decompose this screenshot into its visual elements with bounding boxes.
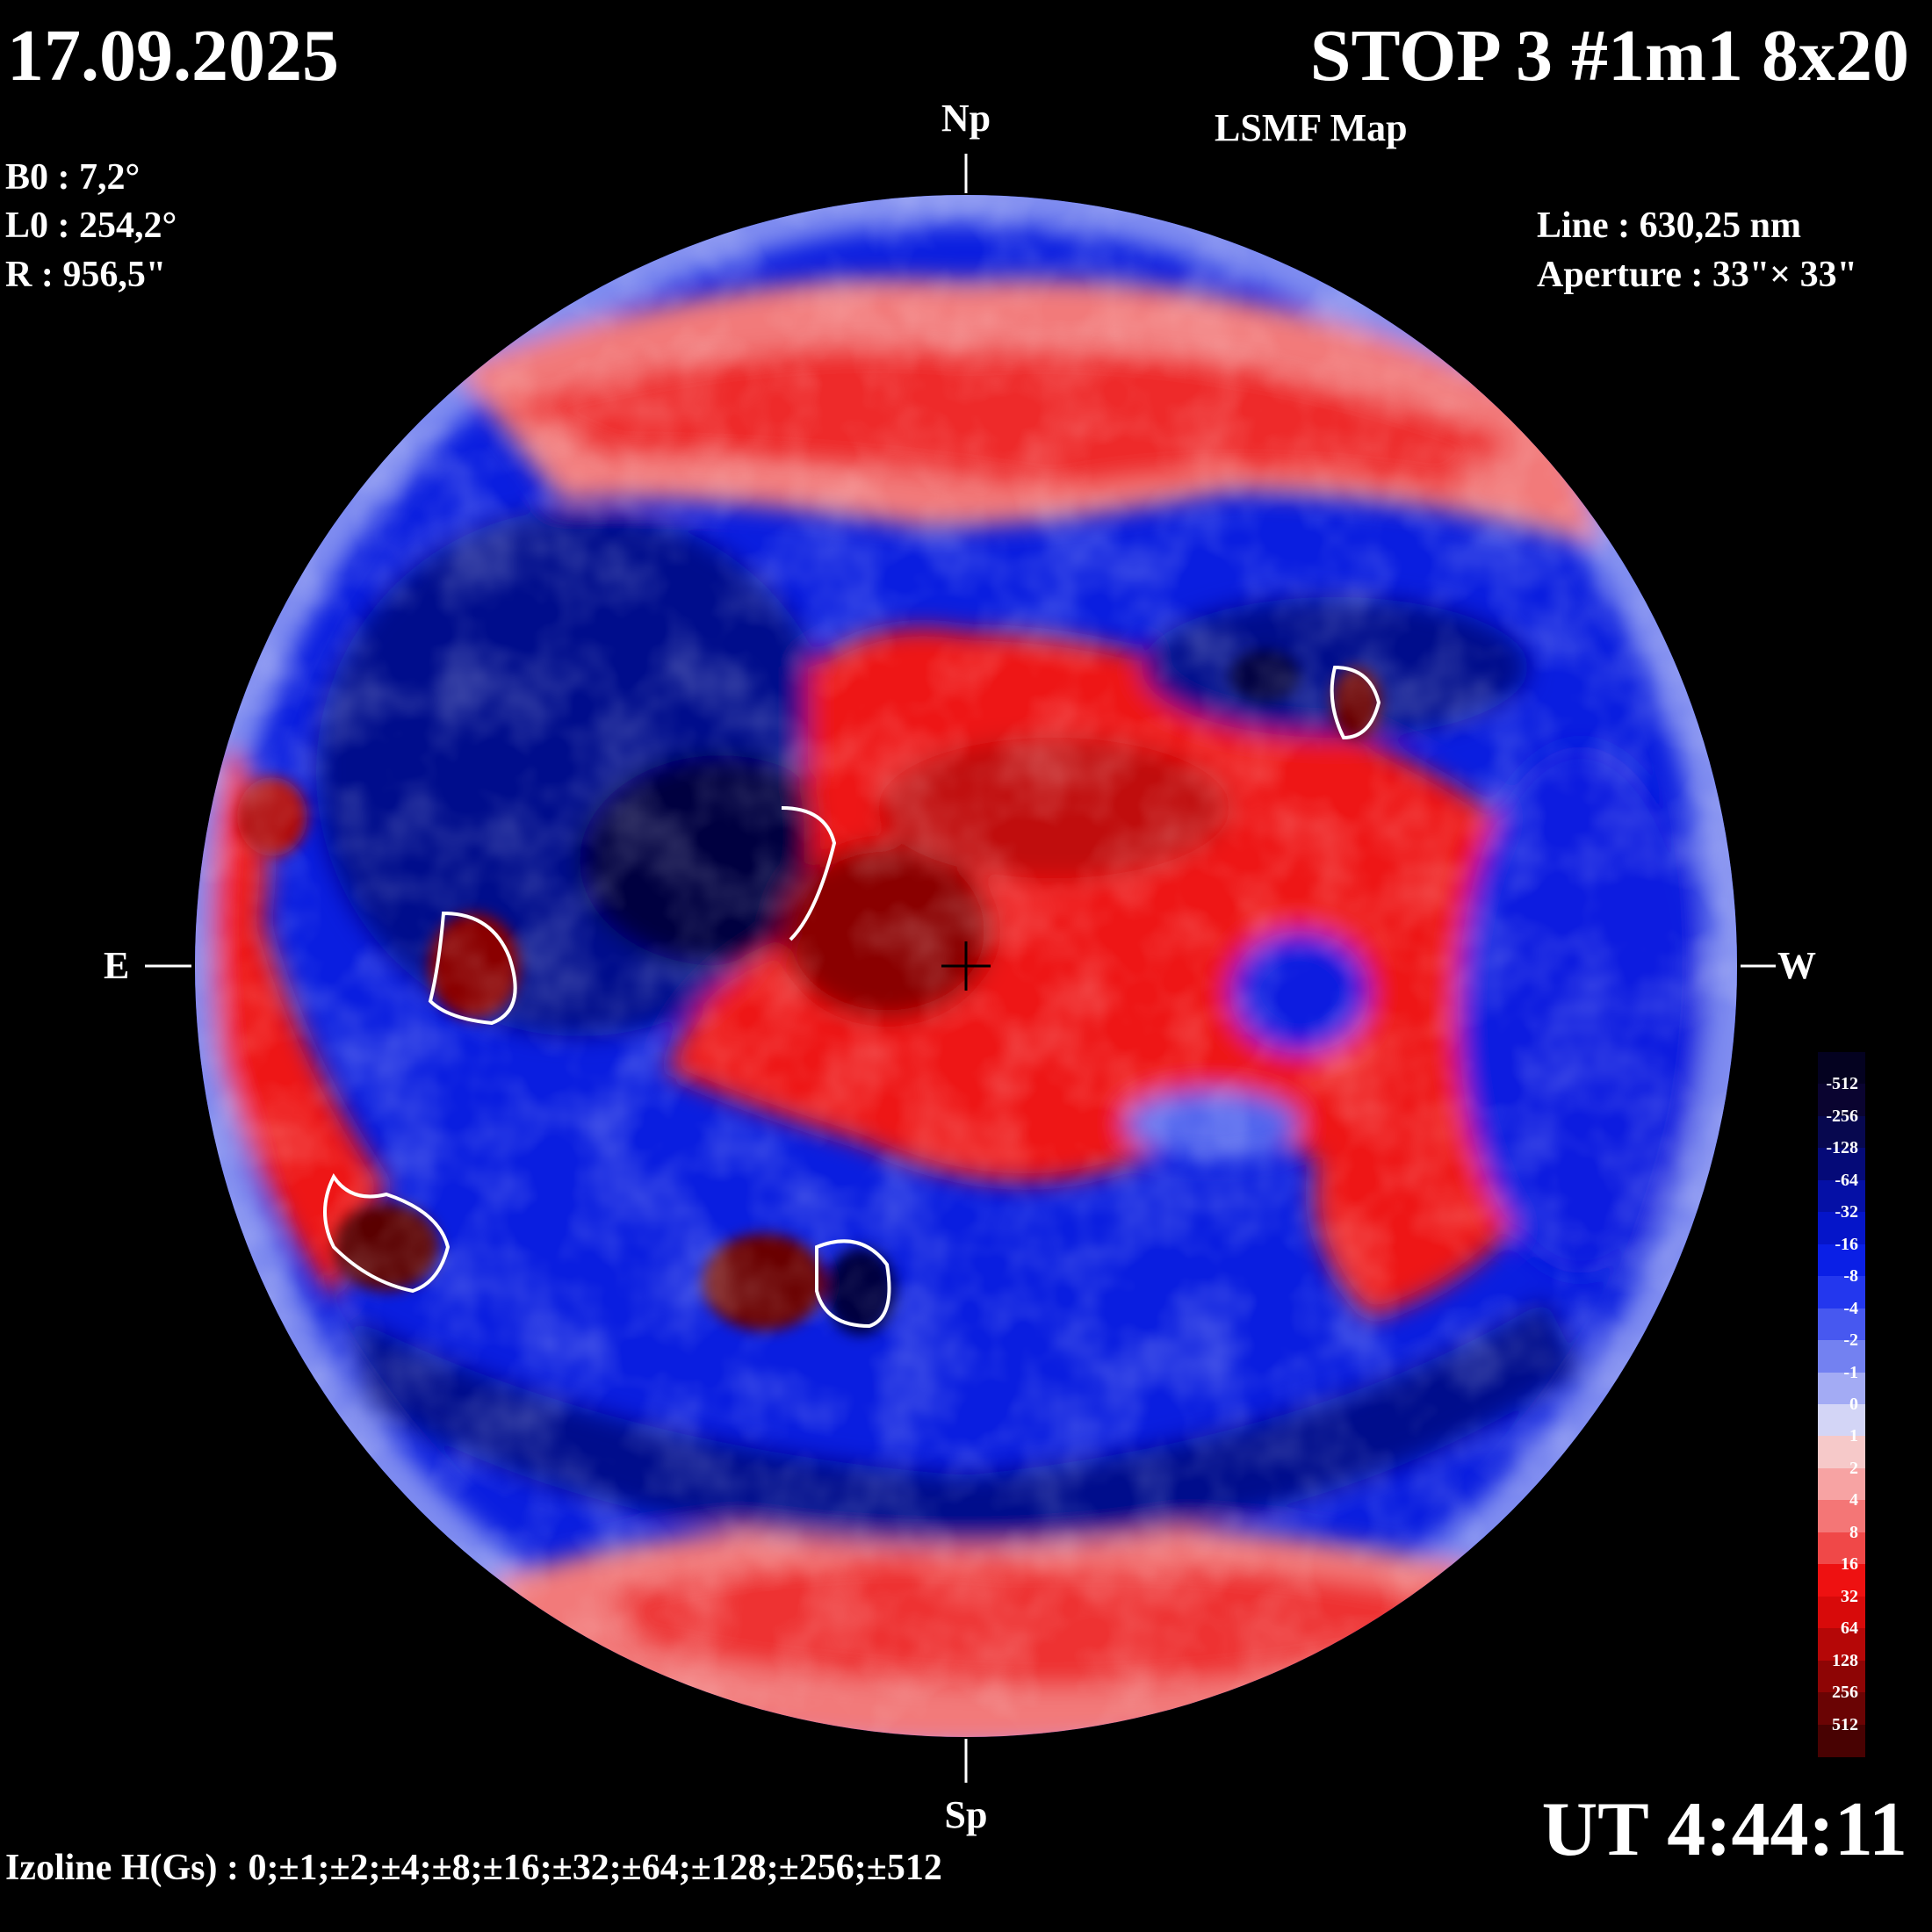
colorbar-cell xyxy=(1818,1660,1865,1693)
colorbar-cell xyxy=(1818,1564,1865,1597)
ut-time: UT 4:44:11 xyxy=(1541,1787,1907,1872)
colorbar-cell xyxy=(1818,1115,1865,1149)
colorbar-cell xyxy=(1818,1500,1865,1533)
colorbar-label: 256 xyxy=(1832,1683,1858,1703)
colorbar-cell xyxy=(1818,1084,1865,1117)
colorbar-label: 512 xyxy=(1832,1714,1858,1734)
center-crosshair xyxy=(941,941,991,991)
color-scale-bar: -512 -256 -128 -64 -32 -16 -8 -4 -2 -1 0 1 2 4 8 16 32 64… xyxy=(1818,1052,1865,1757)
zero-izolines xyxy=(323,665,1381,1329)
param-l0: L0 : 254,2° xyxy=(5,205,177,246)
map-title: STOP 3 #1m1 8x20 xyxy=(1309,15,1909,97)
colorbar-cell xyxy=(1818,1340,1865,1373)
param-b0: B0 : 7,2° xyxy=(5,157,141,198)
colorbar-cell xyxy=(1818,1212,1865,1245)
colorbar-label: -8 xyxy=(1843,1266,1858,1287)
colorbar-label: -1 xyxy=(1843,1362,1858,1382)
colorbar-label: -512 xyxy=(1826,1074,1858,1094)
colorbar-cell xyxy=(1818,1596,1865,1629)
south-pole-label: Sp xyxy=(944,1793,988,1836)
aperture: Aperture : 33"× 33" xyxy=(1537,255,1857,295)
map-subtitle: LSMF Map xyxy=(1215,106,1408,149)
colorbar-cell xyxy=(1818,1467,1865,1501)
colorbar-label: 128 xyxy=(1832,1650,1858,1670)
west-label: W xyxy=(1777,944,1816,987)
colorbar-cell xyxy=(1818,1532,1865,1565)
colorbar-label: -128 xyxy=(1826,1138,1858,1158)
param-radius: R : 956,5" xyxy=(5,255,167,295)
colorbar-cell xyxy=(1818,1148,1865,1181)
colorbar-label: 64 xyxy=(1841,1618,1858,1639)
east-label: E xyxy=(104,944,130,987)
colorbar-label: 8 xyxy=(1849,1522,1858,1542)
colorbar-label: 32 xyxy=(1841,1586,1858,1606)
colorbar-cell xyxy=(1818,1692,1865,1726)
colorbar-cell xyxy=(1818,1308,1865,1341)
colorbar-cell xyxy=(1818,1276,1865,1309)
colorbar-label: -2 xyxy=(1843,1330,1858,1351)
colorbar-label: 2 xyxy=(1849,1458,1858,1478)
colorbar-label: -16 xyxy=(1835,1234,1858,1254)
colorbar-cell xyxy=(1818,1628,1865,1662)
colorbar-cell xyxy=(1818,1179,1865,1213)
colorbar-cell xyxy=(1818,1436,1865,1469)
colorbar-cell xyxy=(1818,1404,1865,1437)
colorbar-cell xyxy=(1818,1724,1865,1757)
direction-ticks xyxy=(145,154,1776,1783)
colorbar-label: 1 xyxy=(1849,1426,1858,1446)
colorbar-label: 16 xyxy=(1841,1554,1858,1575)
colorbar-label: -256 xyxy=(1826,1106,1858,1126)
colorbar-label: -32 xyxy=(1835,1202,1858,1222)
colorbar-label: 4 xyxy=(1849,1490,1858,1510)
solar-disk xyxy=(195,195,1737,1737)
colorbar-label: -4 xyxy=(1843,1298,1858,1318)
colorbar-cell xyxy=(1818,1244,1865,1277)
spectral-line: Line : 630,25 nm xyxy=(1537,205,1802,246)
colorbar-cell xyxy=(1818,1372,1865,1405)
colorbar-label: 0 xyxy=(1849,1395,1858,1414)
izoline-legend: Izoline H(Gs) : 0;±1;±2;±4;±8;±16;±32;±6… xyxy=(5,1848,942,1888)
colorbar-cell xyxy=(1818,1052,1865,1085)
north-pole-label: Np xyxy=(941,97,991,140)
observation-date: 17.09.2025 xyxy=(7,15,339,97)
colorbar-label: -64 xyxy=(1835,1170,1858,1190)
